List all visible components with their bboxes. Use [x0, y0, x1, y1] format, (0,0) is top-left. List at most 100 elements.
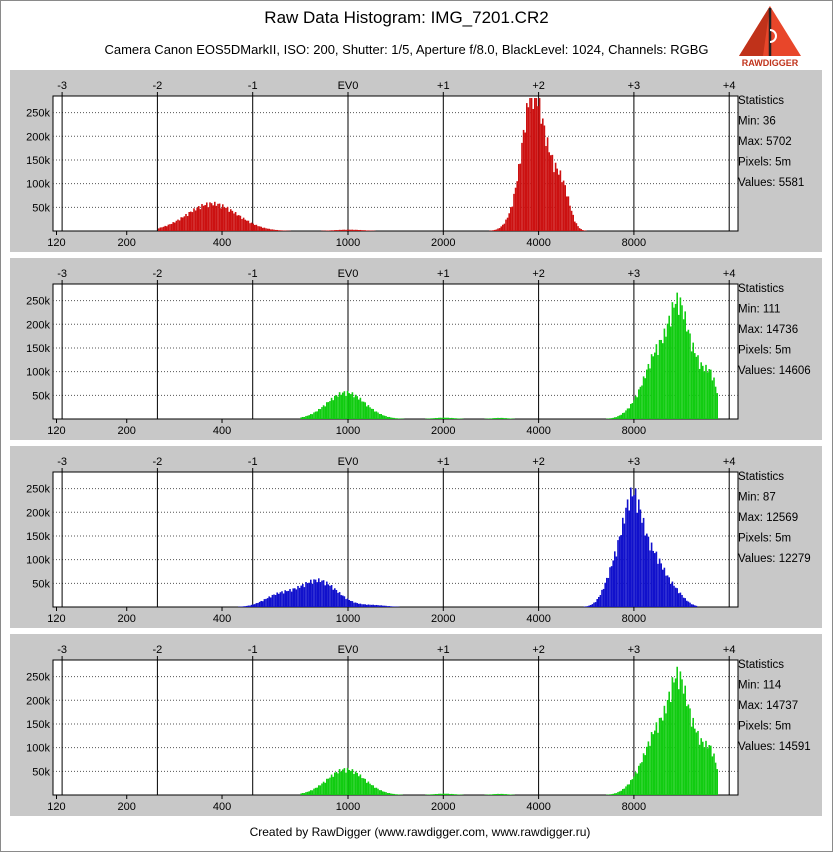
histogram-bar: [367, 230, 370, 231]
histogram-bar: [334, 230, 336, 231]
histogram-bar: [356, 772, 358, 795]
histogram-bar: [527, 107, 530, 231]
histogram-bar: [502, 793, 504, 795]
histogram-bar: [338, 769, 341, 795]
y-tick-label: 200k: [26, 319, 50, 331]
histogram-bar: [351, 229, 354, 231]
histogram-bar: [668, 315, 670, 419]
histogram-bar: [258, 601, 261, 607]
stats-values: Values: 14606: [738, 365, 811, 377]
histogram-bar: [175, 220, 178, 231]
histogram-bar: [582, 230, 584, 231]
stats-pixels: Pixels: 5m: [738, 721, 791, 733]
histogram-bar: [334, 588, 336, 607]
ev-tick-label: +4: [723, 268, 736, 280]
histogram-bar: [218, 203, 221, 231]
histogram-bar: [494, 418, 496, 419]
histogram-bar: [353, 397, 355, 419]
y-tick-label: 100k: [26, 179, 50, 191]
ev-tick-label: -2: [153, 80, 163, 92]
histogram-bar: [334, 772, 336, 795]
histogram-bar: [526, 103, 528, 231]
histogram-bar: [450, 793, 453, 795]
histogram-bar: [697, 355, 699, 419]
histogram-bar: [694, 605, 696, 607]
histogram-bar: [359, 397, 362, 419]
histogram-bar: [294, 588, 296, 607]
histogram-bar: [377, 412, 379, 419]
value-tick-label: 4000: [526, 613, 550, 625]
y-tick-label: 50k: [32, 202, 50, 214]
histogram-bar: [444, 417, 446, 419]
histogram-bar: [361, 604, 363, 607]
histogram-bar: [630, 487, 632, 607]
value-tick-label: 200: [118, 801, 136, 813]
histogram-bar: [638, 765, 640, 795]
histogram-bar: [628, 784, 630, 795]
histogram-bar: [319, 582, 322, 607]
histogram-bar: [652, 550, 654, 607]
histogram-bar: [260, 600, 262, 607]
histogram-bar: [367, 405, 370, 419]
ev-tick-label: +2: [532, 644, 545, 656]
histogram-bar: [497, 228, 499, 231]
histogram-bar: [268, 596, 270, 607]
histogram-bar: [246, 220, 248, 231]
histogram-bar: [655, 722, 658, 795]
histogram-bar: [634, 488, 637, 607]
histogram-bar: [698, 744, 701, 795]
histogram-bar: [351, 769, 354, 795]
histogram-bar: [609, 418, 611, 419]
histogram-bar: [534, 98, 536, 231]
y-tick-label: 250k: [26, 108, 50, 120]
value-tick-label: 2000: [431, 801, 455, 813]
histogram-bar: [519, 163, 522, 231]
histogram-bar: [364, 604, 366, 607]
histogram-bar: [431, 418, 434, 419]
histogram-bar: [308, 791, 310, 795]
histogram-bar: [372, 408, 374, 419]
histogram-bar: [297, 585, 299, 607]
histogram-bar: [314, 787, 317, 795]
page-title: Raw Data Histogram: IMG_7201.CR2: [264, 8, 549, 27]
histogram-bar: [447, 417, 450, 419]
histogram-bar: [706, 748, 709, 795]
stats-max: Max: 12569: [738, 512, 798, 524]
value-tick-label: 4000: [526, 801, 550, 813]
histogram-bar: [377, 788, 379, 795]
histogram-bar: [164, 225, 166, 231]
ev-tick-label: +4: [723, 80, 736, 92]
histogram-bar: [282, 593, 285, 607]
histogram-bar: [366, 782, 368, 795]
histogram-bar: [622, 412, 624, 419]
stats-heading: Statistics: [738, 659, 784, 671]
histogram-bar: [394, 794, 397, 795]
histogram-bar: [673, 307, 675, 419]
histogram-bar: [670, 326, 672, 419]
histogram-bar: [254, 604, 256, 607]
ev-tick-label: +2: [532, 456, 545, 468]
logo-text: RAWDIGGER: [742, 58, 799, 68]
histogram-bar: [625, 786, 627, 795]
histogram-bar: [316, 411, 318, 419]
histogram-bar: [306, 583, 309, 607]
histogram-bar: [703, 747, 706, 795]
value-tick-label: 2000: [431, 425, 455, 437]
histogram-bar: [172, 222, 174, 231]
histogram-bar: [343, 229, 346, 231]
histogram-bar: [490, 418, 493, 419]
histogram-bar: [630, 780, 632, 795]
histogram-bar: [289, 588, 291, 607]
y-tick-label: 250k: [26, 296, 50, 308]
histogram-bar: [236, 215, 238, 231]
histogram-bar: [510, 794, 512, 795]
histogram-bar: [564, 185, 566, 231]
histogram-bar: [518, 164, 520, 231]
histogram-bar: [330, 230, 333, 231]
histogram-bar: [300, 793, 302, 795]
histogram-bar: [159, 227, 162, 231]
histogram-bar: [321, 407, 323, 419]
histogram-bar: [452, 794, 454, 795]
y-tick-label: 250k: [26, 672, 50, 684]
ev-tick-label: -1: [248, 268, 258, 280]
